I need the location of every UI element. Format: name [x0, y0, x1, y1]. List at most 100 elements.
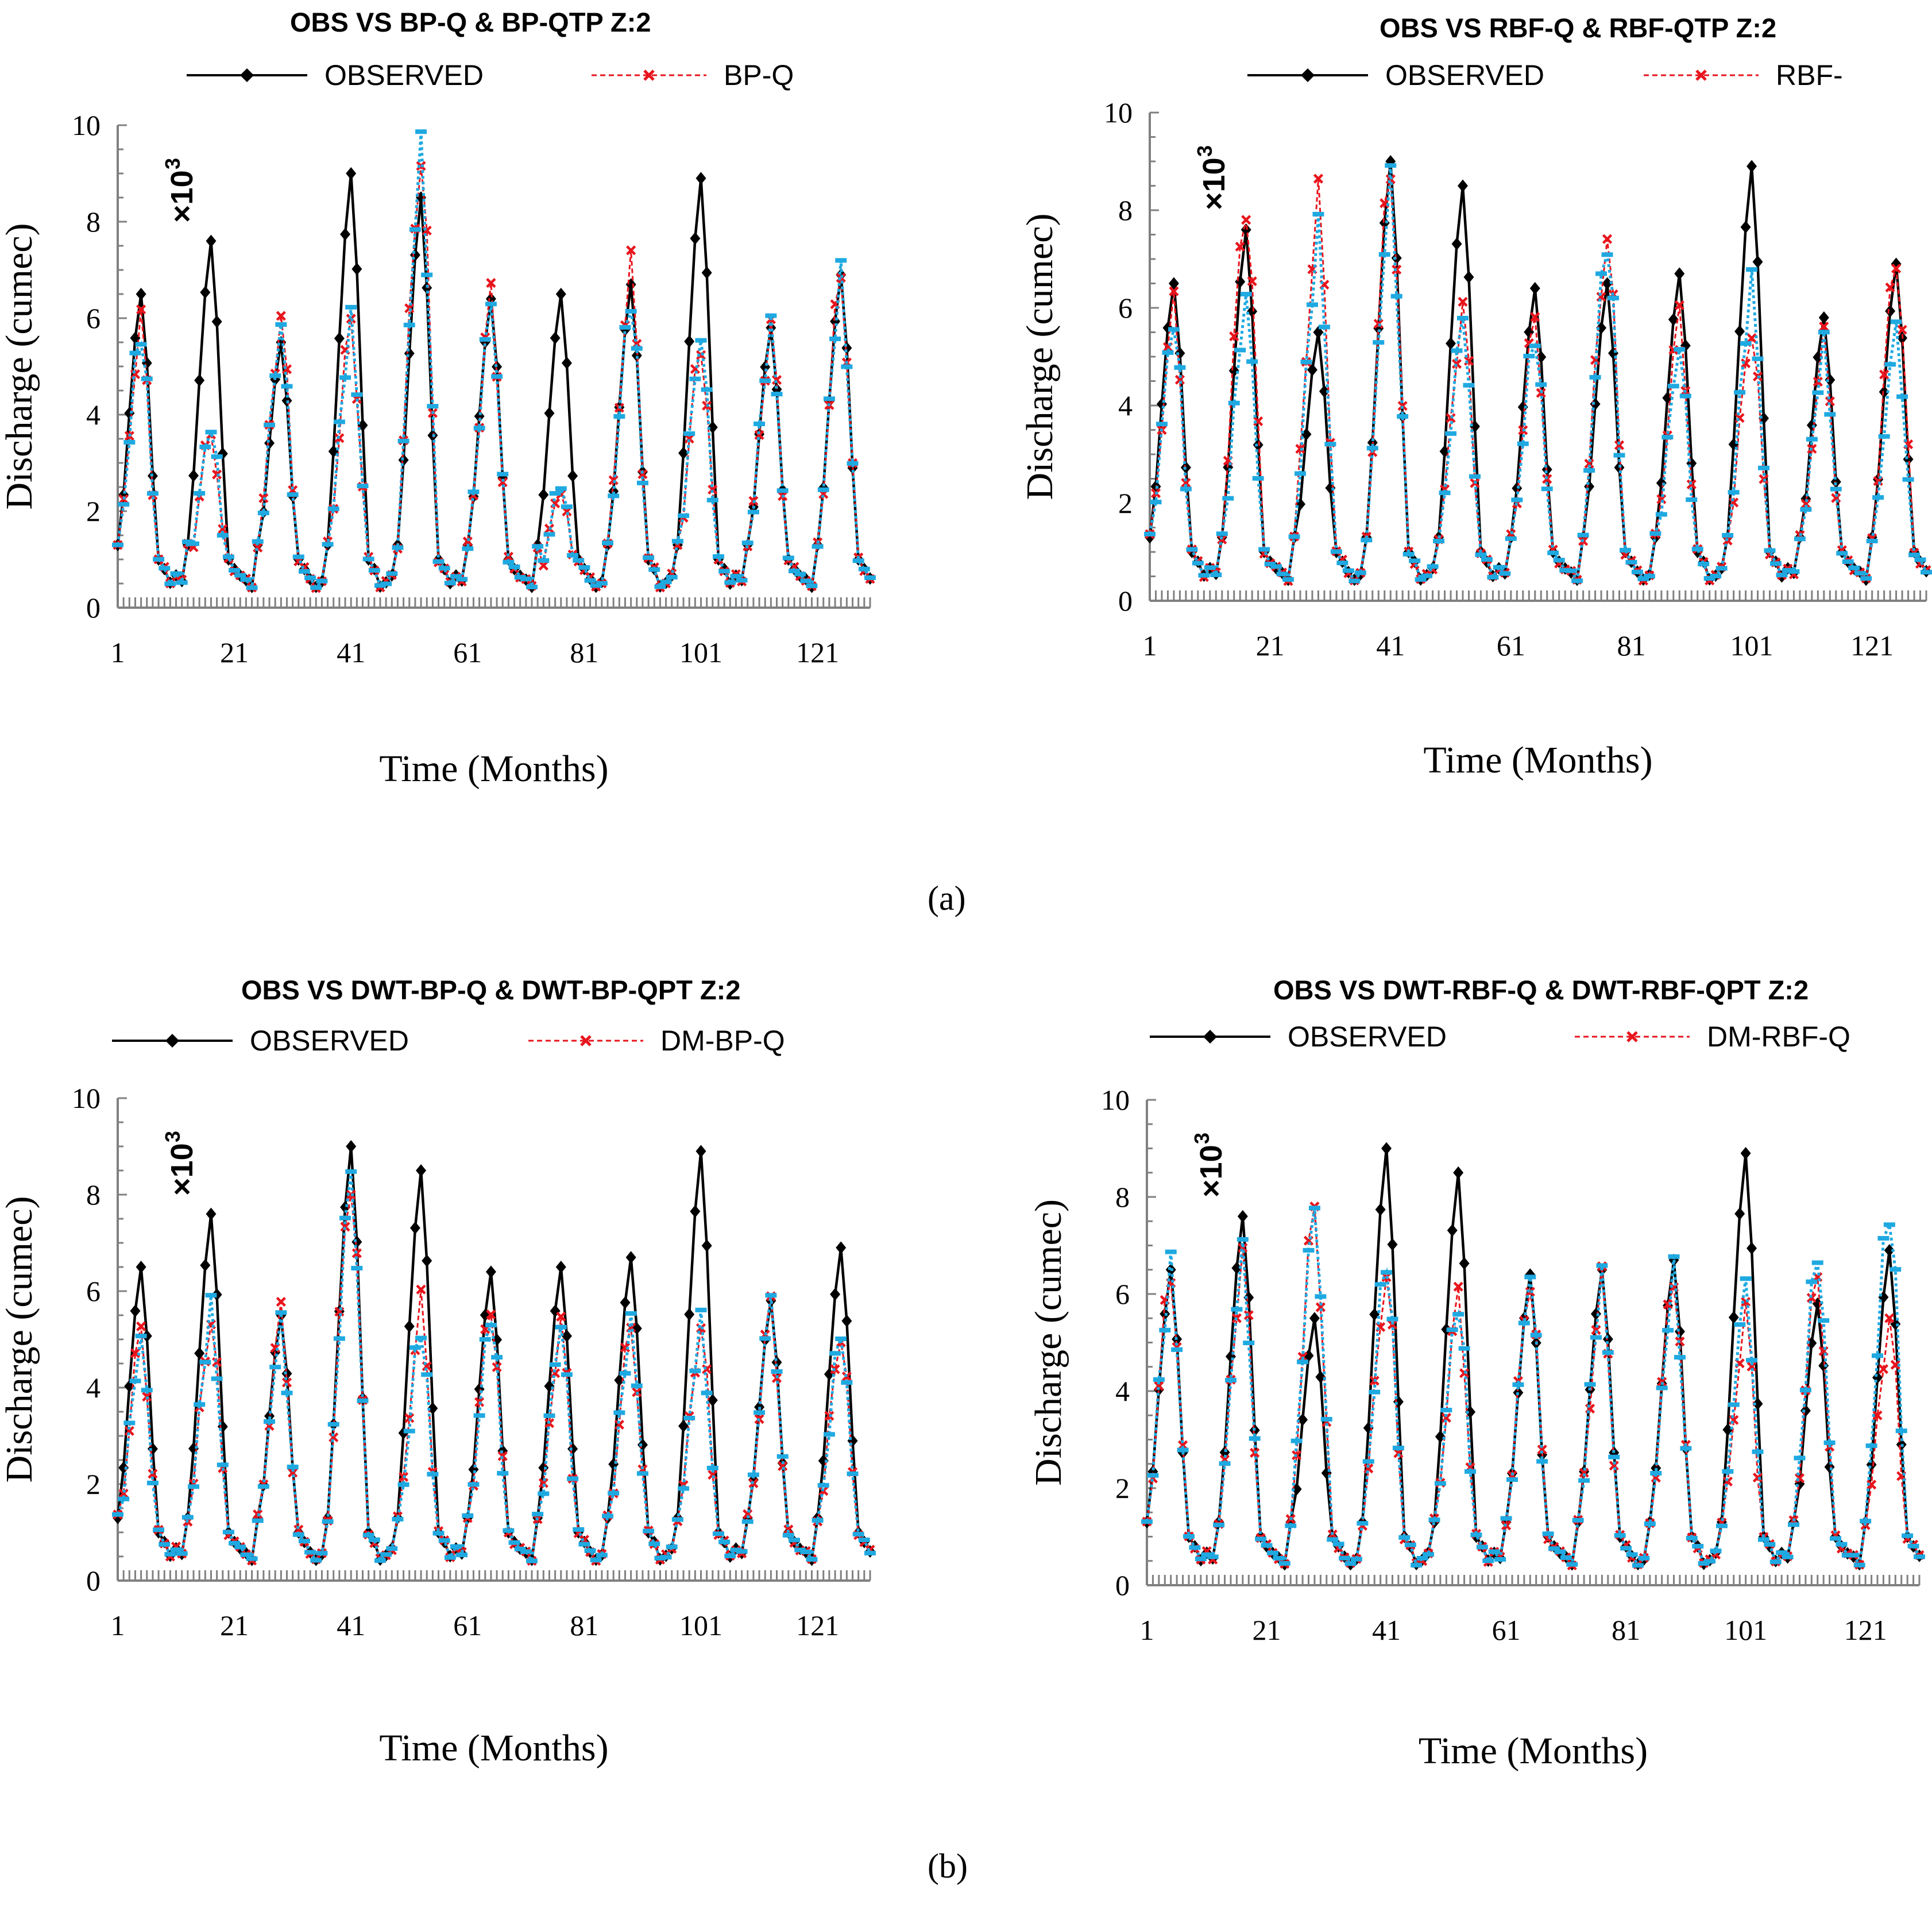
- data-point-observed: [1237, 1210, 1248, 1223]
- x-axis-title: Time (Months): [379, 748, 608, 790]
- x-tick-label: 101: [1730, 629, 1773, 662]
- multiplier-text: ×10: [165, 1143, 199, 1196]
- data-point-observed: [409, 1221, 420, 1234]
- data-point-observed: [1674, 267, 1685, 280]
- data-point-model-q: [1740, 358, 1751, 369]
- data-point-model-q: [1181, 478, 1191, 488]
- x-axis-title: Time (Months): [1423, 739, 1652, 781]
- data-point-model-q: [1831, 493, 1841, 503]
- data-point-observed: [1162, 321, 1173, 334]
- data-point-model-q: [1885, 282, 1895, 293]
- y-tick-label: 10: [72, 109, 101, 141]
- legend-marker-model: [1626, 1031, 1638, 1042]
- data-point-model-q: [1752, 1472, 1763, 1483]
- data-point-observed: [334, 332, 345, 345]
- data-point-model-q: [626, 245, 636, 256]
- data-point-observed: [211, 315, 222, 329]
- data-point-model-q: [1451, 358, 1462, 369]
- x-tick-label: 41: [337, 1609, 365, 1641]
- data-point-observed: [136, 1261, 146, 1273]
- data-point-model-q: [1609, 1461, 1619, 1471]
- y-tick-label: 4: [86, 1372, 101, 1404]
- x-tick-label: 121: [796, 1609, 839, 1641]
- data-point-model-q: [695, 350, 706, 360]
- x-tick-label: 21: [1253, 1614, 1281, 1646]
- data-point-model-q: [404, 1413, 415, 1423]
- data-point-observed: [620, 1296, 631, 1309]
- data-point-observed: [841, 341, 852, 354]
- data-point-model-q: [620, 1342, 631, 1353]
- data-point-observed: [701, 266, 712, 279]
- data-point-observed: [567, 469, 578, 482]
- data-point-model-q: [1387, 1319, 1398, 1330]
- data-point-model-q: [118, 1488, 129, 1499]
- data-point-observed: [485, 1265, 496, 1278]
- data-point-model-q: [637, 469, 648, 480]
- series-line-observed: [116, 1146, 871, 1563]
- data-point-observed: [1451, 237, 1462, 250]
- data-point-observed: [340, 227, 351, 241]
- y-tick-label: 4: [1115, 1375, 1130, 1407]
- chart-title: OBS VS RBF-Q & RBF-QTP Z:2: [1380, 13, 1776, 43]
- data-point-model-q: [253, 542, 263, 553]
- data-point-model-q: [754, 430, 764, 440]
- data-point-model-q: [276, 311, 286, 321]
- chart-title: OBS VS BP-Q & BP-QTP Z:2: [290, 7, 651, 37]
- data-point-observed: [561, 1330, 572, 1343]
- legend-marker-model: [1695, 69, 1707, 81]
- data-point-model-q: [218, 524, 228, 534]
- data-point-model-q: [556, 1311, 566, 1322]
- data-point-observed: [1465, 1405, 1476, 1419]
- y-tick-label: 10: [1101, 1084, 1130, 1116]
- legend-marker-observed: [1203, 1030, 1217, 1044]
- data-point-model-q: [1537, 1444, 1547, 1455]
- data-point-observed: [1297, 1413, 1308, 1426]
- data-point-model-q: [1235, 241, 1245, 252]
- x-tick-label: 1: [1140, 1614, 1154, 1646]
- data-point-model-q: [416, 1284, 426, 1295]
- data-point-observed: [690, 232, 701, 245]
- data-point-observed: [614, 1374, 625, 1387]
- legend-label-model: RBF-: [1776, 59, 1843, 91]
- data-point-observed: [1243, 1291, 1254, 1304]
- data-point-observed: [1381, 1142, 1392, 1155]
- data-point-observed: [1794, 1477, 1805, 1490]
- series-line-model-qtp: [1145, 1207, 1921, 1570]
- x-tick-label: 41: [1372, 1614, 1401, 1646]
- data-point-model-q: [1154, 1381, 1164, 1391]
- legend-label-observed: OBSERVED: [324, 59, 484, 91]
- x-tick-label: 21: [1256, 629, 1285, 662]
- series-markers-model-qtp: [1144, 163, 1932, 584]
- data-point-observed: [1319, 385, 1330, 398]
- data-point-observed: [398, 1426, 409, 1439]
- data-point-observed: [1728, 1311, 1739, 1324]
- data-point-observed: [684, 1308, 695, 1321]
- y-tick-label: 2: [1115, 1472, 1130, 1504]
- data-point-observed: [422, 1254, 432, 1268]
- data-point-model-q: [1441, 1412, 1451, 1423]
- multiplier-text: ×10: [1197, 157, 1231, 210]
- data-point-observed: [124, 407, 135, 420]
- data-point-model-q: [329, 1432, 339, 1443]
- data-point-observed: [206, 1207, 217, 1220]
- data-point-model-q: [1872, 1410, 1883, 1420]
- legend-label-observed: OBSERVED: [1288, 1021, 1447, 1053]
- data-point-observed: [200, 285, 211, 299]
- data-point-model-q: [1313, 173, 1324, 184]
- data-point-observed: [771, 1355, 782, 1369]
- multiplier-label: ×103: [161, 158, 199, 223]
- y-axis-title: Discharge (cumec): [0, 223, 40, 509]
- y-tick-label: 8: [1118, 194, 1133, 226]
- data-point-observed: [1746, 1242, 1757, 1255]
- data-point-model-q: [1174, 374, 1185, 385]
- data-point-observed: [550, 331, 561, 345]
- multiplier-text: ×10: [1194, 1145, 1228, 1198]
- y-tick-label: 6: [86, 1275, 101, 1307]
- data-point-model-q: [1890, 1359, 1900, 1370]
- data-point-observed: [1734, 1207, 1745, 1220]
- x-tick-label: 21: [220, 636, 249, 669]
- multiplier-exponent: 3: [161, 1131, 184, 1142]
- data-point-model-q: [1891, 263, 1902, 274]
- y-tick-label: 6: [1118, 292, 1133, 324]
- legend-label-model: DM-RBF-Q: [1707, 1021, 1850, 1053]
